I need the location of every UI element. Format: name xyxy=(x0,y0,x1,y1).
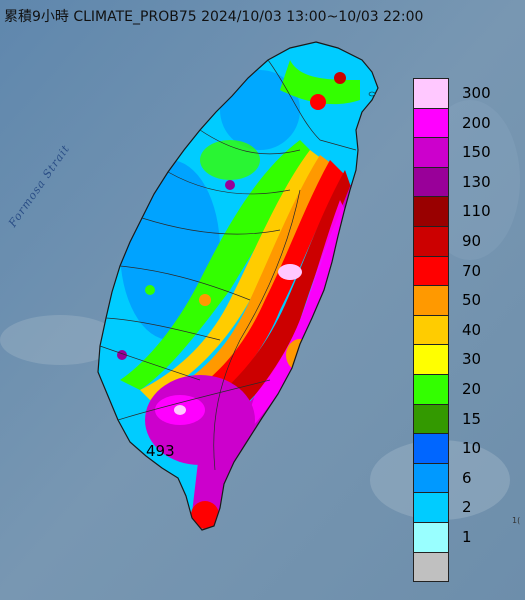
legend-swatch xyxy=(413,345,449,375)
legend-label: 6 xyxy=(462,468,472,487)
legend-label: 30 xyxy=(462,350,482,369)
legend-swatch xyxy=(413,522,449,553)
legend-label: 50 xyxy=(462,291,482,310)
legend-label: 300 xyxy=(462,84,491,102)
legend-swatch xyxy=(413,138,449,168)
corner-label: 1( xyxy=(512,516,521,525)
coastline xyxy=(97,41,379,531)
legend-swatch xyxy=(413,374,449,405)
legend-label: 10 xyxy=(462,439,482,458)
legend-swatch xyxy=(413,434,449,464)
legend-label: 110 xyxy=(462,202,491,221)
legend-swatch xyxy=(413,404,449,435)
legend-swatch xyxy=(413,315,449,346)
legend-label: 15 xyxy=(462,409,482,428)
legend-swatch xyxy=(413,552,449,583)
max-value-label: 493 xyxy=(146,442,175,460)
legend-swatch xyxy=(413,286,449,316)
legend-label: 2 xyxy=(462,498,472,517)
legend-label: 130 xyxy=(462,172,491,191)
legend-swatch xyxy=(413,167,449,198)
county-borders xyxy=(99,59,357,471)
legend-swatch xyxy=(413,463,449,494)
legend-label: 20 xyxy=(462,380,482,398)
cloud-shape xyxy=(0,315,120,365)
legend-swatch xyxy=(413,226,449,257)
color-legend xyxy=(413,78,449,583)
legend-swatch xyxy=(413,78,449,109)
legend-swatch xyxy=(413,256,449,287)
map-title: 累積9小時 CLIMATE_PROB75 2024/10/03 13:00~10… xyxy=(4,9,424,25)
legend-label: 90 xyxy=(462,232,482,250)
legend-label: 150 xyxy=(462,143,491,162)
outlying-island xyxy=(368,91,376,97)
legend-swatch xyxy=(413,197,449,227)
taiwan-island xyxy=(98,42,378,530)
legend-swatch xyxy=(413,108,449,139)
legend-label: 70 xyxy=(462,261,482,280)
legend-label: 200 xyxy=(462,113,491,132)
legend-swatch xyxy=(413,493,449,523)
legend-label: 40 xyxy=(462,320,482,339)
legend-label: 1 xyxy=(462,528,472,546)
